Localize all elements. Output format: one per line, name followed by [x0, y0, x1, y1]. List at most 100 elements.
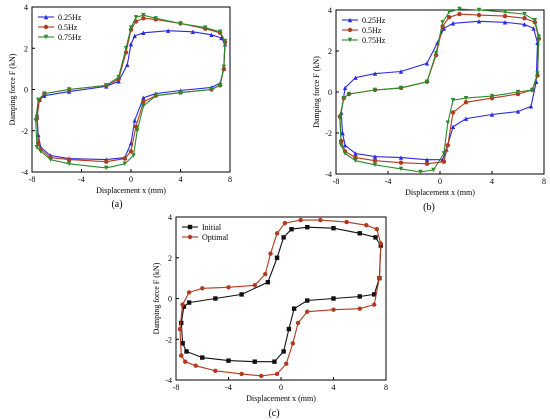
y-axis-label: Damping force F (kN): [312, 56, 321, 128]
data-point: [284, 361, 289, 366]
legend-marker: [43, 34, 49, 40]
data-point: [346, 91, 352, 97]
data-point: [274, 255, 280, 260]
data-point: [178, 21, 183, 26]
data-point: [373, 235, 378, 240]
data-point: [372, 154, 378, 159]
series-line: [35, 14, 226, 169]
data-point: [445, 143, 450, 148]
data-point: [209, 32, 214, 38]
data-point: [424, 157, 430, 162]
series-line: [180, 226, 382, 363]
data-point: [281, 235, 286, 240]
y-tick-label: 2: [168, 254, 172, 263]
data-point: [418, 169, 423, 175]
data-point: [134, 128, 140, 133]
data-point: [318, 217, 323, 223]
x-axis-label: Displacement x (mm): [246, 394, 316, 403]
data-point: [222, 38, 228, 44]
data-point: [66, 87, 72, 92]
data-point: [209, 87, 214, 92]
series-optimal: [177, 217, 383, 379]
y-tick-label: -4: [325, 170, 332, 179]
data-point: [532, 18, 538, 23]
data-point: [476, 12, 482, 18]
data-point: [190, 29, 196, 34]
series-line: [179, 219, 382, 377]
data-point: [128, 41, 134, 47]
data-point: [239, 292, 244, 297]
data-point: [371, 302, 377, 307]
data-point: [522, 16, 527, 21]
panel-label: (a): [111, 199, 122, 210]
x-tick-label: 8: [542, 177, 546, 186]
data-point: [342, 85, 348, 91]
data-point: [398, 69, 404, 74]
data-point: [357, 306, 362, 311]
data-point: [213, 368, 218, 374]
data-point: [104, 83, 109, 88]
data-point: [33, 118, 38, 123]
data-point: [48, 157, 53, 162]
y-tick-label: 2: [24, 44, 28, 53]
data-point: [535, 71, 540, 76]
data-point: [502, 13, 508, 19]
y-tick-label: 2: [328, 47, 332, 56]
data-point: [377, 275, 382, 281]
series-0-25hz: [34, 28, 228, 162]
data-point: [66, 161, 72, 166]
data-point: [252, 359, 257, 364]
legend-marker: [347, 37, 353, 43]
data-point: [286, 326, 292, 332]
data-point: [424, 161, 430, 166]
data-point: [263, 271, 268, 277]
data-point: [179, 320, 184, 326]
data-point: [66, 157, 72, 162]
x-tick-label: 8: [384, 383, 388, 392]
series-initial: [179, 224, 383, 364]
legend-marker: [43, 14, 49, 20]
legend-label: Optimal: [202, 233, 229, 242]
data-point: [502, 20, 508, 25]
data-point: [357, 294, 362, 299]
legend-marker: [43, 24, 49, 30]
data-point: [178, 90, 183, 95]
data-point: [165, 28, 171, 33]
data-point: [298, 217, 303, 223]
data-point: [502, 9, 508, 15]
data-point: [116, 74, 121, 80]
panel-label: (c): [268, 408, 279, 419]
data-point: [341, 95, 346, 101]
y-tick-label: -4: [165, 376, 172, 385]
x-tick-label: 0: [438, 177, 442, 186]
data-point: [272, 359, 277, 364]
data-point: [450, 110, 456, 115]
data-point: [141, 99, 146, 105]
y-tick-label: 0: [168, 295, 172, 304]
data-point: [463, 116, 469, 121]
data-point: [371, 292, 377, 297]
legend-marker: [347, 27, 353, 33]
data-point: [291, 306, 297, 311]
data-point: [441, 26, 447, 31]
data-point: [463, 100, 469, 105]
data-point: [213, 296, 218, 301]
legend-label: Initial: [202, 223, 222, 232]
data-point: [528, 104, 534, 109]
data-point: [441, 151, 447, 156]
x-tick-label: 4: [332, 383, 336, 392]
data-point: [104, 159, 109, 164]
x-axis-label: Displacement x (mm): [96, 186, 166, 195]
data-point: [398, 160, 404, 165]
legend-label: 0.75Hz: [58, 33, 82, 42]
data-point: [463, 95, 469, 101]
legend-marker: [187, 224, 193, 230]
series-0-25hz: [339, 19, 540, 162]
data-point: [131, 153, 136, 158]
data-point: [450, 21, 456, 26]
data-point: [42, 91, 47, 96]
y-tick-label: 4: [168, 213, 172, 222]
